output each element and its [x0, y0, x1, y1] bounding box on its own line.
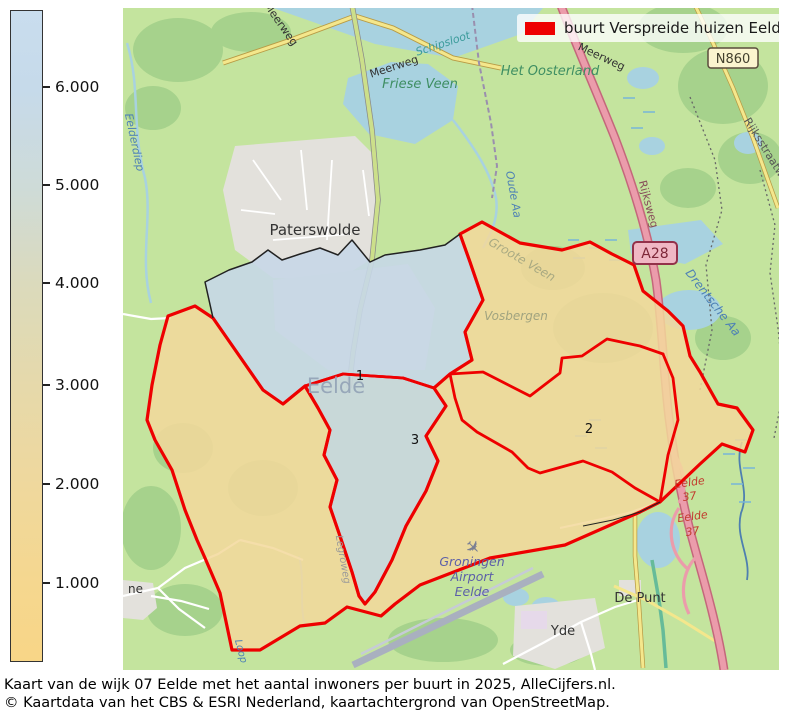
- colorbar-tick-label: 2.000: [55, 475, 100, 493]
- label-ne-partial: ne: [128, 582, 143, 596]
- region-eelde-fill[interactable]: [205, 234, 483, 404]
- region-number-2: 2: [585, 422, 593, 437]
- caption-line-1: Kaart van de wijk 07 Eelde met het aanta…: [4, 677, 616, 693]
- colorbar-tick: [43, 282, 50, 284]
- svg-text:N860: N860: [716, 52, 751, 67]
- label-exit-a-number: 37: [682, 489, 698, 504]
- label-airport-2: Airport: [450, 569, 495, 584]
- colorbar-tick: [43, 582, 50, 584]
- colorbar-tick-label: 1.000: [55, 574, 100, 592]
- label-eelde-town: Eelde: [307, 374, 365, 398]
- n860-badge: N860: [707, 47, 759, 69]
- colorbar-tick: [43, 483, 50, 485]
- a28-badge: A28: [632, 241, 678, 265]
- legend-label: buurt Verspreide huizen Eelde: [564, 19, 779, 37]
- colorbar-tick: [43, 184, 50, 186]
- colorbar-tick-label: 6.000: [55, 78, 100, 96]
- region-number-1: 1: [356, 369, 364, 384]
- svg-text:A28: A28: [641, 246, 668, 262]
- colorbar-tick-label: 5.000: [55, 176, 100, 194]
- map-legend: buurt Verspreide huizen Eelde: [517, 14, 779, 42]
- label-friese-veen: Friese Veen: [382, 77, 458, 92]
- colorbar-tick: [43, 384, 50, 386]
- region-verspreide-huizen-fill[interactable]: [147, 222, 753, 650]
- label-de-punt: De Punt: [614, 591, 665, 606]
- airport-runway: [351, 566, 545, 669]
- label-vosbergen: Vosbergen: [484, 309, 548, 323]
- admin-boundary-dashed: [689, 96, 779, 439]
- label-exit-b-name: Eelde: [676, 508, 708, 525]
- label-exit-a-name: Eelde: [673, 474, 705, 491]
- label-het-oosterland: Het Oosterland: [501, 64, 600, 79]
- label-airport-1: Groningen: [439, 554, 504, 569]
- label-exit-b-number: 37: [685, 524, 701, 539]
- buurt-boundary-red: [145, 220, 755, 652]
- region-3-fill[interactable]: [305, 374, 446, 604]
- colorbar-tick-label: 4.000: [55, 274, 100, 292]
- label-yde: Yde: [550, 624, 575, 639]
- caption-line-2: © Kaartdata van het CBS & ESRI Nederland…: [4, 695, 610, 711]
- legend-swatch: [525, 21, 555, 35]
- buurt-boundary-black: [204, 233, 661, 527]
- region-number-3: 3: [411, 433, 419, 448]
- map-canvas[interactable]: ✈ A28 N860 Paterswolde Eelde 1 2 3 Fries…: [123, 8, 779, 670]
- label-airport-3: Eelde: [455, 584, 490, 599]
- colorbar-tick-label: 3.000: [55, 376, 100, 394]
- label-paterswolde: Paterswolde: [269, 221, 360, 239]
- colorbar-tick: [43, 86, 50, 88]
- map-caption: Kaart van de wijk 07 Eelde met het aanta…: [4, 676, 616, 712]
- population-colorbar: [10, 10, 43, 662]
